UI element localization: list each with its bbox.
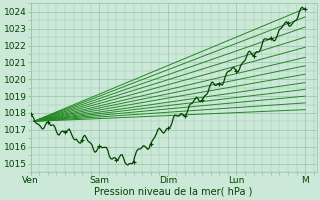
- X-axis label: Pression niveau de la mer( hPa ): Pression niveau de la mer( hPa ): [94, 187, 253, 197]
